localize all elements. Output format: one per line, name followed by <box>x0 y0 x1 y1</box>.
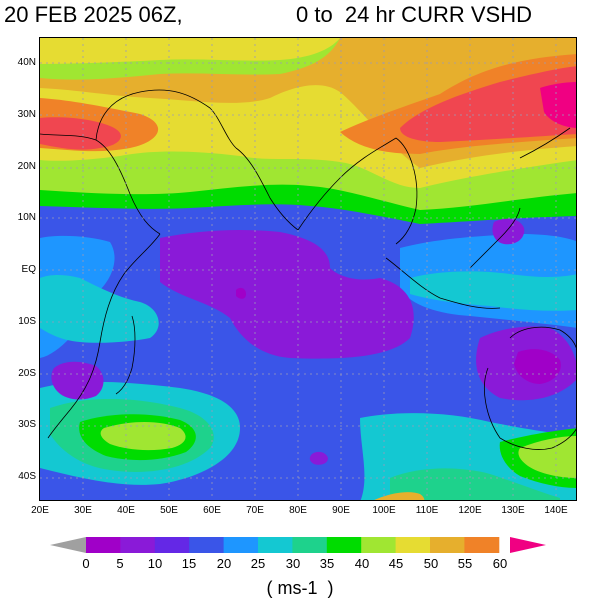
colorbar-over-triangle <box>510 537 546 553</box>
shear-band-south-lightgreen <box>100 422 186 451</box>
colorbar-label-40: 40 <box>354 556 370 571</box>
colorbar-cell <box>120 537 156 553</box>
colorbar-cell <box>464 537 500 553</box>
shear-band-north-red-east <box>400 66 576 142</box>
lon-label-140e: 140E <box>544 505 568 516</box>
lat-label-10s: 10S <box>18 316 36 327</box>
colorbar-under-triangle <box>50 537 86 553</box>
wind-shear-map <box>40 38 576 500</box>
colorbar-label-30: 30 <box>285 556 301 571</box>
shear-band-north-magenta <box>540 82 576 128</box>
colorbar-cells <box>86 537 500 553</box>
lon-label-100e: 100E <box>372 505 396 516</box>
colorbar-label-25: 25 <box>250 556 266 571</box>
colorbar-cell <box>86 537 121 553</box>
colorbar-label-0: 0 <box>82 556 90 571</box>
shear-band-purple-east-dark <box>514 349 561 384</box>
lat-label-20n: 20N <box>17 161 36 172</box>
lon-label-30e: 30E <box>74 505 92 516</box>
lon-label-60e: 60E <box>203 505 221 516</box>
colorbar-label-5: 5 <box>116 556 124 571</box>
shear-band-north-orange-top <box>40 38 340 64</box>
lat-label-eq: EQ <box>21 264 36 275</box>
map-title: 20 FEB 2025 06Z, 0 to 24 hr CURR VSHD <box>0 2 600 32</box>
shear-band-bottom-orange <box>374 492 425 500</box>
colorbar-cell <box>430 537 465 553</box>
shear-band-purple-west <box>51 361 104 400</box>
lon-label-80e: 80E <box>289 505 307 516</box>
map-panel <box>39 37 577 501</box>
colorbar-cell <box>395 537 431 553</box>
colorbar-cell <box>154 537 190 553</box>
shear-band-purple-central <box>160 230 414 359</box>
colorbar-cell <box>326 537 362 553</box>
colorbar-label-20: 20 <box>216 556 232 571</box>
shear-band-southeast-green <box>390 468 560 500</box>
colorbar-label-10: 10 <box>147 556 163 571</box>
colorbar-label-45: 45 <box>388 556 404 571</box>
colorbar-cell <box>189 537 225 553</box>
shear-band-north-red-west <box>40 117 121 150</box>
colorbar-label-35: 35 <box>319 556 335 571</box>
colorbar <box>50 537 546 553</box>
lon-label-130e: 130E <box>501 505 525 516</box>
lon-label-70e: 70E <box>246 505 264 516</box>
colorbar-label-50: 50 <box>423 556 439 571</box>
coastlines <box>40 89 576 450</box>
lat-label-30s: 30S <box>18 419 36 430</box>
shear-band-teal-east <box>410 271 576 311</box>
colorbar-label-55: 55 <box>457 556 473 571</box>
shear-band-purple-dot <box>236 287 246 299</box>
colorbar-label-15: 15 <box>181 556 197 571</box>
shear-band-purple-south-small <box>309 451 328 465</box>
lon-label-90e: 90E <box>332 505 350 516</box>
lat-label-40s: 40S <box>18 471 36 482</box>
title-field: 0 to 24 hr CURR VSHD <box>296 2 532 27</box>
shear-band-teal-west <box>40 275 159 343</box>
units-label: ( ms-1 ) <box>266 578 334 598</box>
title-datetime: 20 FEB 2025 06Z, <box>4 2 183 27</box>
lon-label-40e: 40E <box>117 505 135 516</box>
colorbar-cell <box>292 537 328 553</box>
lon-label-50e: 50E <box>160 505 178 516</box>
lat-label-30n: 30N <box>17 109 36 120</box>
lat-label-20s: 20S <box>18 368 36 379</box>
shear-band-southeast-yellowgreen <box>518 436 576 478</box>
lon-label-110e: 110E <box>415 505 439 516</box>
lon-label-20e: 20E <box>31 505 49 516</box>
colorbar-cell <box>223 537 259 553</box>
colorbar-cell <box>258 537 293 553</box>
lon-label-120e: 120E <box>458 505 482 516</box>
colorbar-cell <box>361 537 397 553</box>
colorbar-label-60: 60 <box>492 556 508 571</box>
lat-label-10n: 10N <box>17 212 36 223</box>
lat-label-40n: 40N <box>17 57 36 68</box>
